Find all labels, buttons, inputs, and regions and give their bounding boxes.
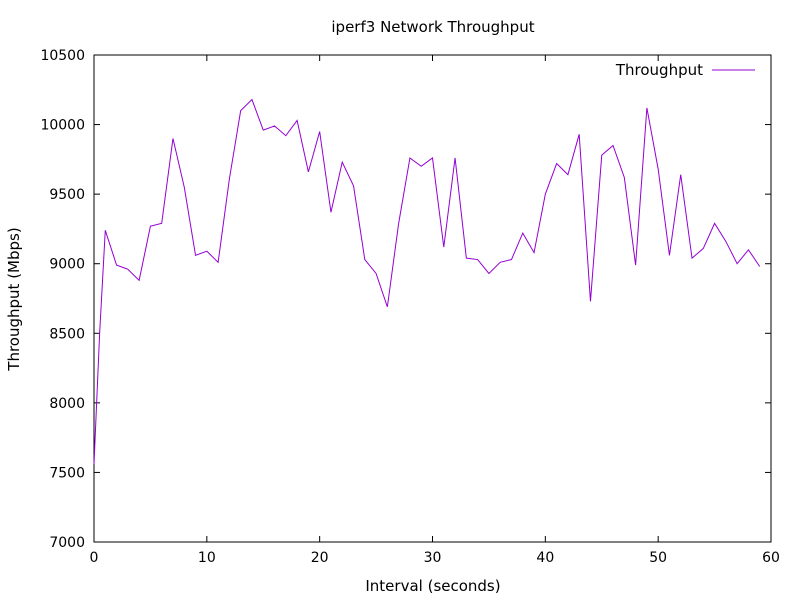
legend: Throughput [615,61,755,79]
y-axis-label: Throughput (Mbps) [5,227,23,371]
y-tick-label: 9500 [49,187,85,203]
x-tick-label: 0 [90,550,99,566]
chart-title: iperf3 Network Throughput [331,18,534,36]
x-tick-label: 30 [424,550,442,566]
y-tick-label: 8500 [49,326,85,342]
y-axis: 7000 7500 8000 8500 9000 9500 10000 10500 [40,48,771,551]
series-group [93,98,761,465]
x-tick-label: 20 [311,550,329,566]
y-tick-label: 10000 [40,118,85,134]
x-tick-label: 10 [198,550,216,566]
y-tick-label: 10500 [40,48,85,64]
legend-label: Throughput [615,61,703,79]
y-tick-label: 7000 [49,535,85,551]
y-tick-label: 8000 [49,396,85,412]
x-axis-label: Interval (seconds) [365,577,500,595]
series-line-throughput [93,98,761,465]
x-axis: 0 10 20 30 40 50 60 [90,55,780,566]
x-tick-label: 40 [536,550,554,566]
x-tick-label: 50 [649,550,667,566]
y-tick-label: 9000 [49,257,85,273]
plot-frame [93,54,772,543]
x-tick-label: 60 [762,550,780,566]
y-tick-label: 7500 [49,465,85,481]
